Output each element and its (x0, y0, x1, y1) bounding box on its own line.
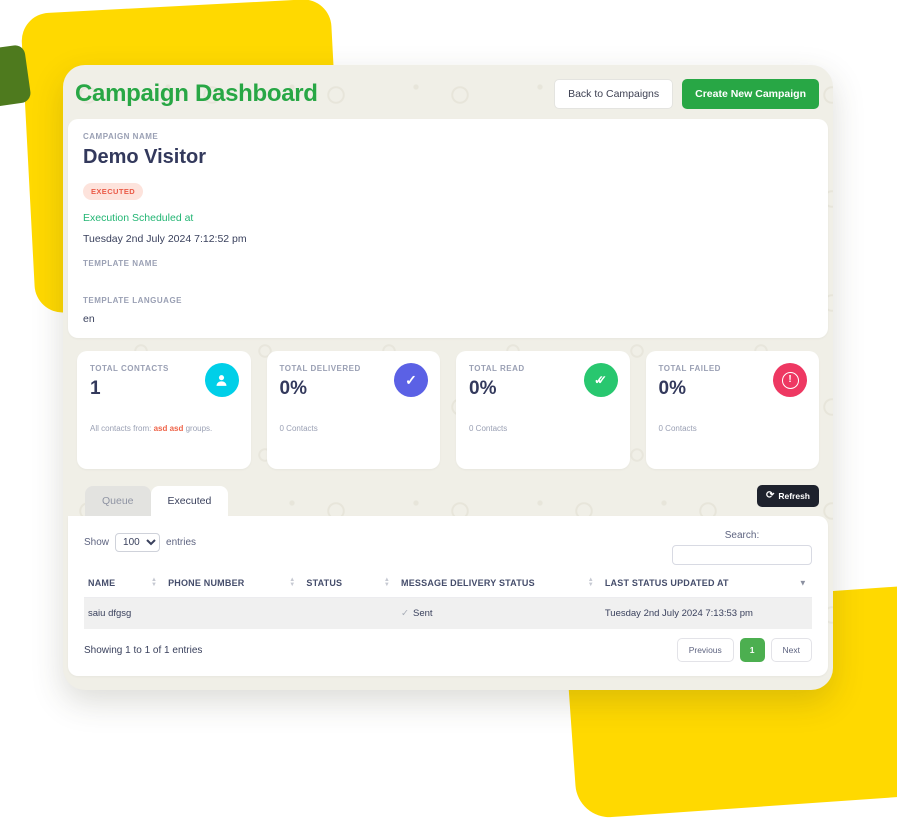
previous-page-button[interactable]: Previous (676, 638, 734, 662)
back-to-campaigns-button[interactable]: Back to Campaigns (554, 79, 674, 109)
stat-note-suffix: groups. (183, 424, 213, 433)
column-header-phone-number[interactable]: PHONE NUMBER ▲ ▼ (164, 569, 303, 598)
execution-scheduled-label: Execution Scheduled at (83, 212, 194, 224)
show-entries-control: Show 100 entries (84, 530, 196, 552)
table-row[interactable]: saiu dfgsg ✓ Sent Tuesday 2nd July 2024 7… (84, 597, 812, 629)
stat-card-total-failed: TOTAL FAILED 0% 0 Contacts ! (645, 351, 819, 469)
create-new-campaign-button[interactable]: Create New Campaign (682, 79, 819, 109)
stat-label: TOTAL READ (469, 364, 525, 373)
status-badge: EXECUTED (83, 183, 144, 200)
search-control: Search: (672, 530, 812, 565)
sort-descending-icon[interactable]: ▼ (798, 578, 807, 588)
stat-note-prefix: All contacts from: (90, 424, 154, 433)
next-page-button[interactable]: Next (770, 638, 812, 662)
exclamation-icon: ! (773, 363, 807, 397)
sent-check-icon: ✓ (401, 608, 409, 619)
sort-icon[interactable]: ▲ ▼ (383, 577, 391, 588)
dashboard-header: Campaign Dashboard Back to Campaigns Cre… (63, 65, 833, 119)
check-icon: ✓ (394, 363, 428, 397)
campaign-name-value: Demo Visitor (83, 146, 206, 168)
table-controls: Show 100 entries Search: (84, 530, 812, 565)
show-label: Show (84, 537, 110, 548)
stat-note: 0 Contacts (469, 424, 508, 433)
sort-icon[interactable]: ▲ ▼ (150, 577, 158, 588)
stat-note: 0 Contacts (658, 424, 697, 433)
stat-label: TOTAL CONTACTS (90, 364, 169, 373)
header-actions: Back to Campaigns Create New Campaign (554, 79, 819, 109)
template-name-label: TEMPLATE NAME (83, 259, 158, 268)
column-header-last-status-updated-at[interactable]: LAST STATUS UPDATED AT ▼ (600, 569, 812, 598)
cell-phone-number (164, 597, 303, 629)
cell-name: saiu dfgsg (84, 597, 165, 629)
stat-value: 0% (279, 378, 307, 399)
refresh-button[interactable]: ⟳ Refresh (756, 485, 819, 507)
tab-queue[interactable]: Queue (85, 486, 151, 516)
cell-status (302, 597, 398, 629)
stat-note: 0 Contacts (279, 424, 318, 433)
stats-row: TOTAL CONTACTS 1 All contacts from: asd … (77, 351, 819, 469)
campaign-dashboard-card: Campaign Dashboard Back to Campaigns Cre… (63, 65, 833, 690)
campaign-name-label: CAMPAIGN NAME (83, 132, 159, 141)
template-name-value (83, 268, 813, 296)
stat-note-groups: asd asd (153, 424, 184, 433)
executed-contacts-table: NAME ▲ ▼ PHONE NUMBER ▲ ▼ STATUS ▲ ▼ MESSAGE D… (84, 569, 812, 629)
stat-value: 0% (658, 378, 686, 399)
column-header-name[interactable]: NAME ▲ ▼ (84, 569, 165, 598)
user-icon (204, 363, 239, 397)
stat-label: TOTAL FAILED (658, 364, 721, 373)
sort-icon[interactable]: ▲ ▼ (289, 577, 296, 588)
entries-select[interactable]: 100 (115, 533, 161, 552)
stat-value: 1 (90, 378, 101, 399)
sort-icon[interactable]: ▲ ▼ (587, 577, 594, 588)
current-page-button[interactable]: 1 (739, 638, 765, 662)
tabs-row: Queue Executed ⟳ Refresh (85, 482, 819, 516)
cell-last-updated: Tuesday 2nd July 2024 7:13:53 pm (600, 597, 812, 629)
refresh-icon: ⟳ (765, 490, 775, 501)
stat-card-total-read: TOTAL READ 0% 0 Contacts ✓✓ (456, 351, 630, 469)
search-input[interactable] (672, 545, 812, 565)
stat-card-total-delivered: TOTAL DELIVERED 0% 0 Contacts ✓ (266, 351, 440, 469)
stat-label: TOTAL DELIVERED (279, 364, 361, 373)
delivery-status-text: Sent (412, 608, 433, 619)
pagination: Previous 1 Next (676, 638, 812, 662)
entries-summary: Showing 1 to 1 of 1 entries (84, 644, 203, 656)
entries-label: entries (166, 537, 197, 548)
search-label: Search: (724, 530, 760, 541)
executed-table-panel: Show 100 entries Search: NAME ▲ ▼ PHONE NU… (68, 516, 828, 676)
stat-card-total-contacts: TOTAL CONTACTS 1 All contacts from: asd … (77, 351, 251, 469)
template-language-label: TEMPLATE LANGUAGE (83, 296, 183, 305)
stat-value: 0% (469, 378, 497, 399)
table-header-row: NAME ▲ ▼ PHONE NUMBER ▲ ▼ STATUS ▲ ▼ MESSAGE D… (84, 569, 812, 598)
table-footer: Showing 1 to 1 of 1 entries Previous 1 N… (84, 638, 812, 662)
template-language-value: en (83, 313, 95, 325)
campaign-info-card: CAMPAIGN NAME Demo Visitor EXECUTED Exec… (68, 119, 828, 338)
column-header-status[interactable]: STATUS ▲ ▼ (302, 569, 398, 598)
tab-executed[interactable]: Executed (150, 486, 229, 516)
refresh-button-label: Refresh (778, 491, 810, 501)
cell-delivery-status: ✓ Sent (397, 597, 601, 629)
column-header-message-delivery-status[interactable]: MESSAGE DELIVERY STATUS ▲ ▼ (397, 569, 601, 598)
double-check-icon: ✓✓ (583, 363, 618, 397)
page-title: Campaign Dashboard (75, 80, 318, 107)
stat-note: All contacts from: asd asd groups. (90, 424, 238, 433)
execution-scheduled-value: Tuesday 2nd July 2024 7:12:52 pm (83, 233, 247, 245)
